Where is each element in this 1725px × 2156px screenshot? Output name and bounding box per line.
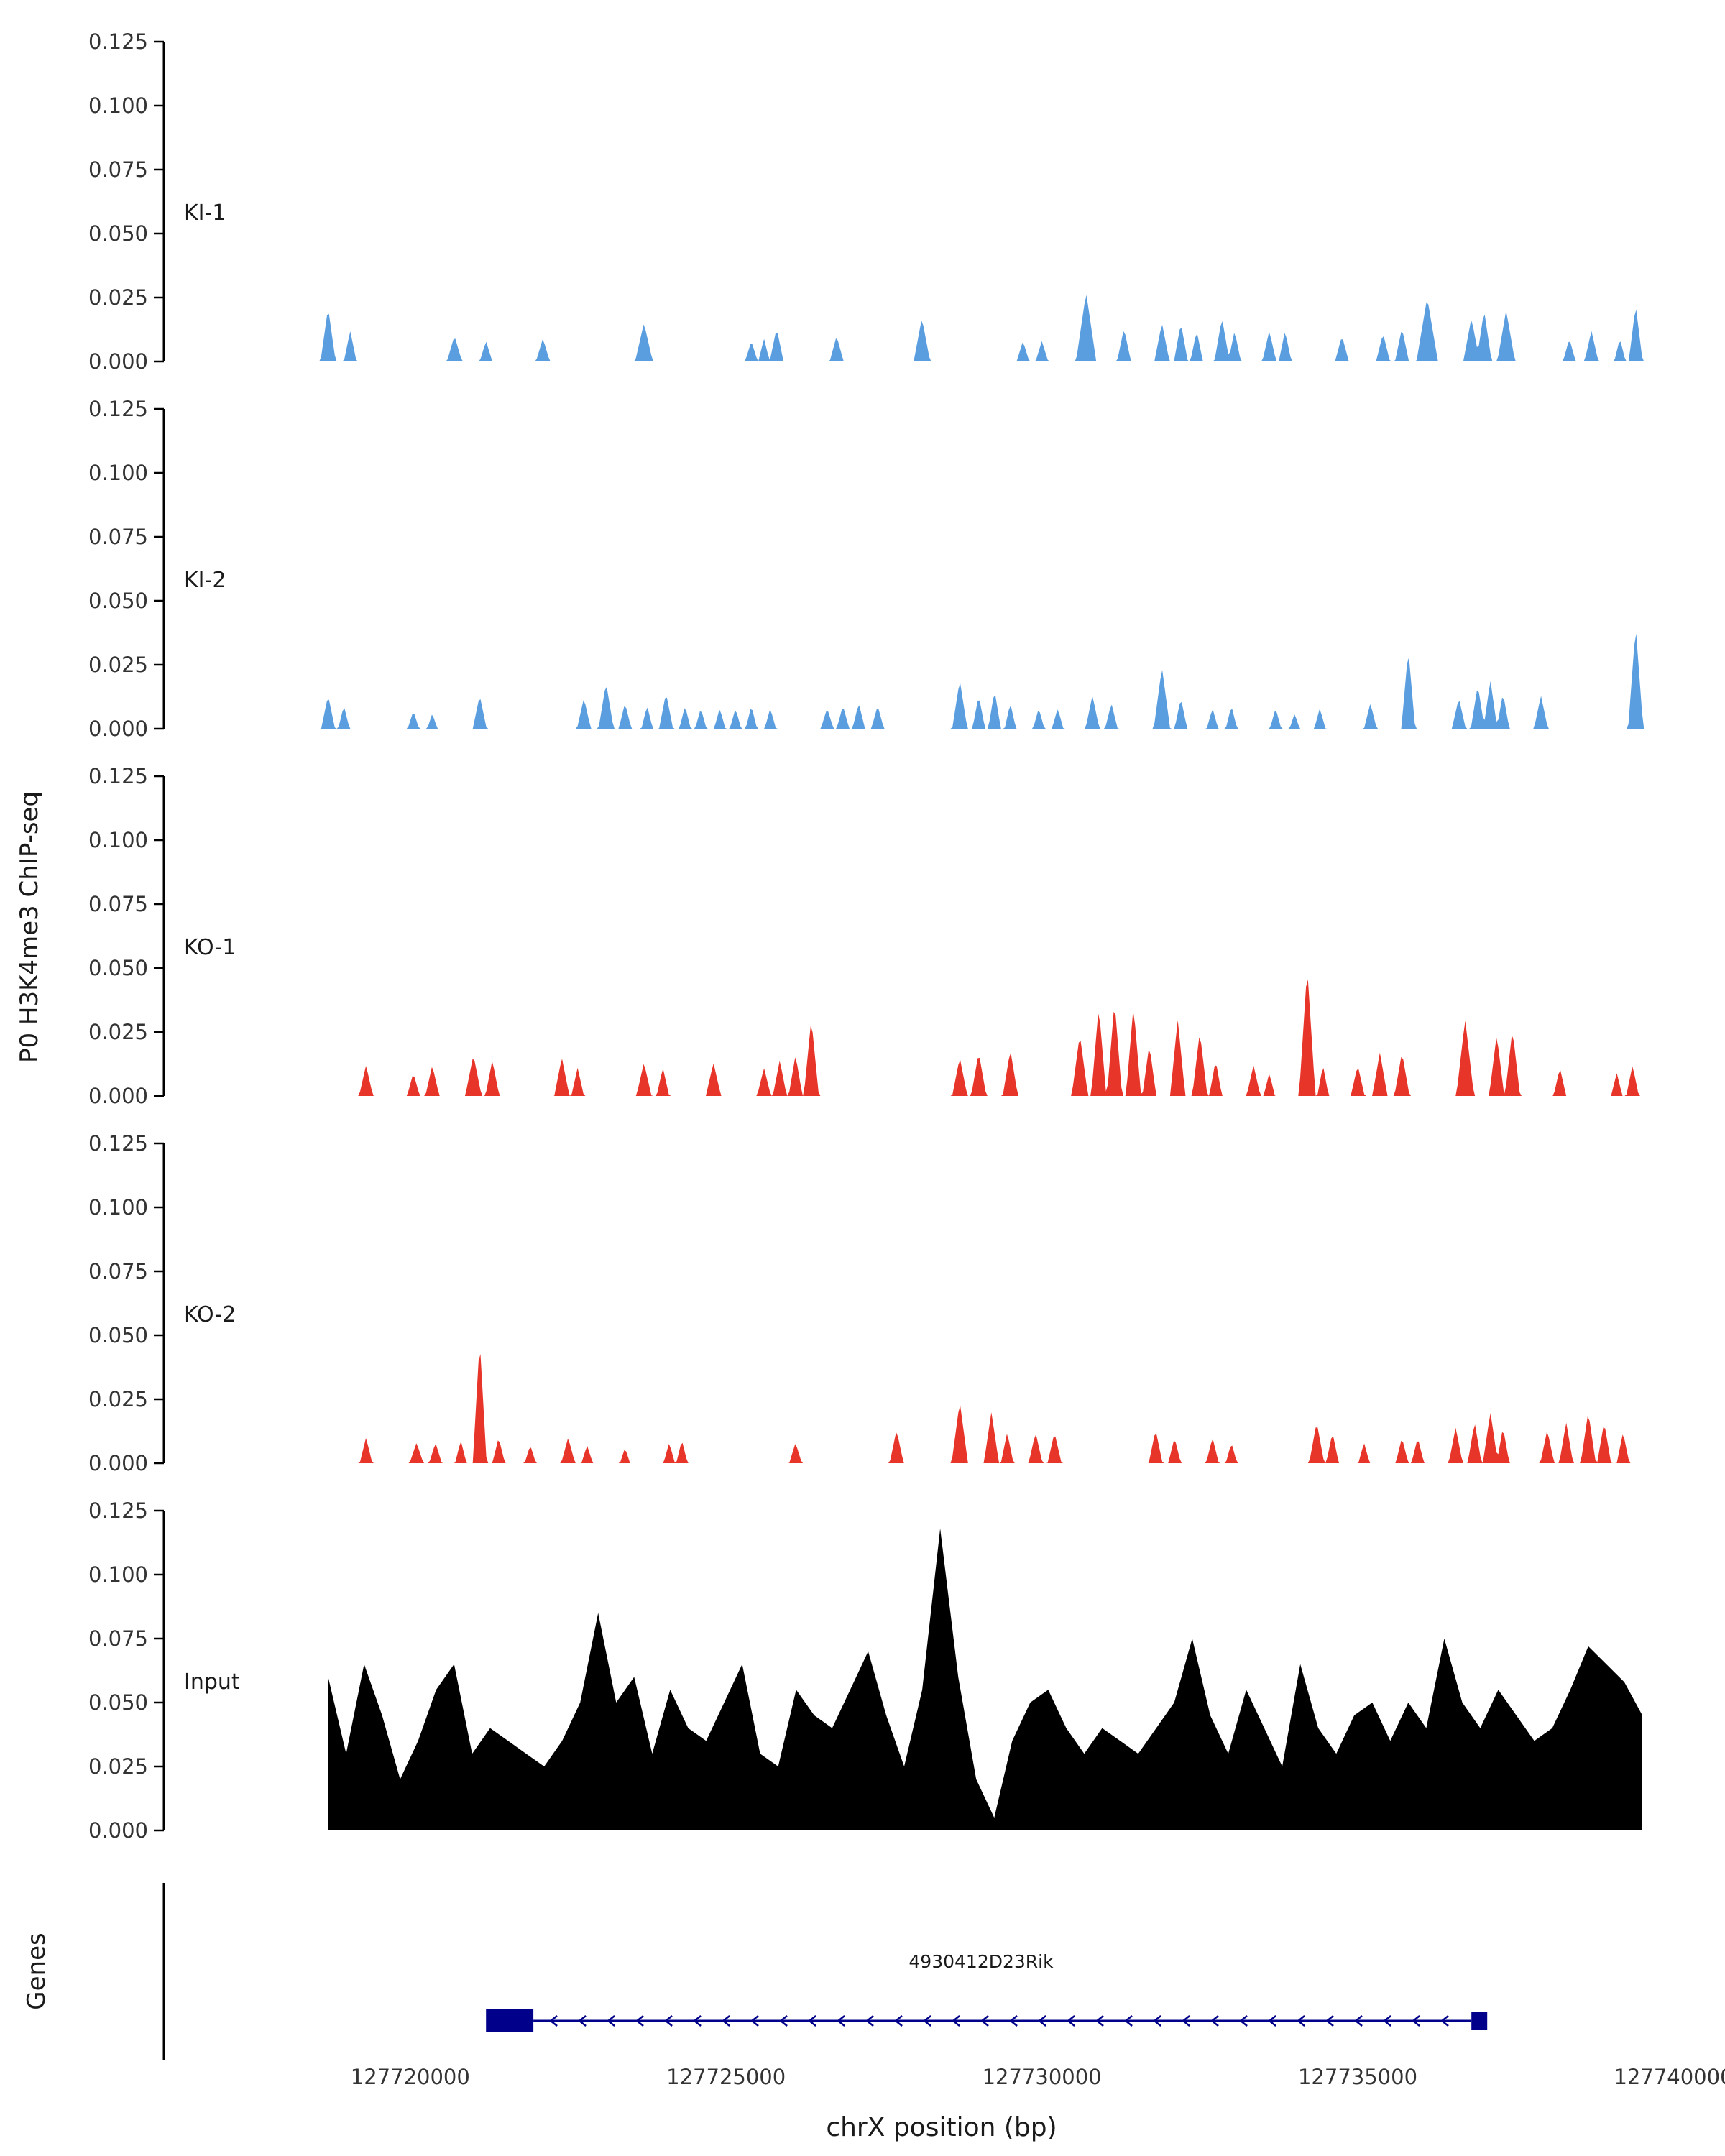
y-tick-label: 0.075: [88, 525, 148, 549]
y-tick-label: 0.125: [88, 1498, 148, 1523]
y-tick-label: 0.100: [88, 1195, 148, 1220]
strand-arrow-left-icon: [549, 2015, 558, 2027]
track-area-KI-2: [164, 633, 1718, 729]
y-tick-label: 0.050: [88, 1690, 148, 1715]
strand-arrow-left-icon: [1354, 2015, 1363, 2027]
strand-arrow-left-icon: [1239, 2015, 1248, 2027]
strand-arrow-left-icon: [607, 2015, 615, 2027]
x-tick-label: 127735000: [1298, 2065, 1417, 2089]
gene-name-label: 4930412D23Rik: [908, 1951, 1054, 1972]
strand-arrow-left-icon: [635, 2015, 644, 2027]
strand-arrow-left-icon: [952, 2015, 960, 2027]
y-tick-label: 0.025: [88, 285, 148, 310]
strand-arrow-left-icon: [1009, 2015, 1018, 2027]
strand-arrow-left-icon: [1124, 2015, 1133, 2027]
y-tick-label: 0.050: [88, 221, 148, 246]
strand-arrow-left-icon: [1038, 2015, 1046, 2027]
y-tick-label: 0.100: [88, 461, 148, 485]
y-tick-label: 0.000: [88, 349, 148, 374]
strand-arrow-left-icon: [693, 2015, 702, 2027]
strand-arrow-left-icon: [865, 2015, 874, 2027]
strand-arrow-left-icon: [808, 2015, 816, 2027]
track-area-KO-1: [164, 980, 1718, 1096]
strand-arrow-left-icon: [1325, 2015, 1334, 2027]
y-tick-label: 0.000: [88, 1084, 148, 1108]
track-area-Input: [328, 1528, 1642, 1830]
strand-arrow-left-icon: [1268, 2015, 1276, 2027]
strand-arrow-left-icon: [1297, 2015, 1305, 2027]
y-tick-label: 0.125: [88, 1131, 148, 1156]
strand-arrow-left-icon: [1095, 2015, 1104, 2027]
y-tick-label: 0.075: [88, 1626, 148, 1651]
y-tick-label: 0.025: [88, 1020, 148, 1044]
y-tick-label: 0.100: [88, 828, 148, 852]
y-tick-label: 0.000: [88, 1818, 148, 1843]
gene-exon-left: [486, 2009, 534, 2032]
strand-arrow-left-icon: [1182, 2015, 1190, 2027]
y-tick-label: 0.050: [88, 956, 148, 980]
y-tick-label: 0.125: [88, 29, 148, 54]
x-axis-title: chrX position (bp): [826, 2113, 1057, 2142]
strand-arrow-left-icon: [578, 2015, 586, 2027]
track-label-KO-1: KO-1: [184, 935, 236, 960]
strand-arrow-left-icon: [1412, 2015, 1420, 2027]
x-tick-label: 127730000: [983, 2065, 1102, 2089]
y-tick-label: 0.100: [88, 93, 148, 118]
track-area-KO-2: [164, 1354, 1718, 1463]
y-tick-label: 0.025: [88, 1387, 148, 1411]
strand-arrow-left-icon: [722, 2015, 730, 2027]
y-tick-label: 0.025: [88, 653, 148, 677]
y-tick-label: 0.125: [88, 397, 148, 421]
strand-arrow-left-icon: [750, 2015, 759, 2027]
x-tick-label: 127740000: [1614, 2065, 1725, 2089]
strand-arrow-left-icon: [894, 2015, 903, 2027]
strand-arrow-left-icon: [1383, 2015, 1392, 2027]
y-tick-label: 0.000: [88, 717, 148, 741]
genes-panel-title: Genes: [22, 1932, 51, 2009]
gene-exon-right: [1471, 2012, 1488, 2030]
y-axis-title: P0 H3K4me3 ChIP-seq: [15, 791, 44, 1063]
y-tick-label: 0.025: [88, 1754, 148, 1779]
y-tick-label: 0.100: [88, 1562, 148, 1587]
strand-arrow-left-icon: [837, 2015, 845, 2027]
generated-chart-layer: 0.000 0.025 0.050 0.075 0.100 0.125 KI-1 0.000 0…: [88, 29, 1725, 2089]
track-label-KO-2: KO-2: [184, 1302, 236, 1327]
y-tick-label: 0.075: [88, 1259, 148, 1284]
strand-arrow-left-icon: [1210, 2015, 1219, 2027]
strand-arrow-left-icon: [779, 2015, 788, 2027]
y-tick-label: 0.050: [88, 1323, 148, 1348]
track-area-KI-1: [164, 295, 1718, 361]
y-tick-label: 0.050: [88, 589, 148, 613]
track-label-KI-1: KI-1: [184, 201, 226, 226]
y-tick-label: 0.075: [88, 892, 148, 916]
track-label-Input: Input: [184, 1669, 240, 1695]
y-tick-label: 0.125: [88, 764, 148, 788]
y-tick-label: 0.000: [88, 1451, 148, 1475]
strand-arrow-left-icon: [1440, 2015, 1449, 2027]
strand-arrow-left-icon: [1153, 2015, 1162, 2027]
strand-arrow-left-icon: [664, 2015, 673, 2027]
y-tick-label: 0.075: [88, 157, 148, 182]
x-tick-label: 127725000: [666, 2065, 786, 2089]
strand-arrow-left-icon: [980, 2015, 989, 2027]
x-tick-label: 127720000: [351, 2065, 470, 2089]
strand-arrow-left-icon: [1067, 2015, 1075, 2027]
strand-arrow-left-icon: [923, 2015, 932, 2027]
track-label-KI-2: KI-2: [184, 568, 226, 593]
